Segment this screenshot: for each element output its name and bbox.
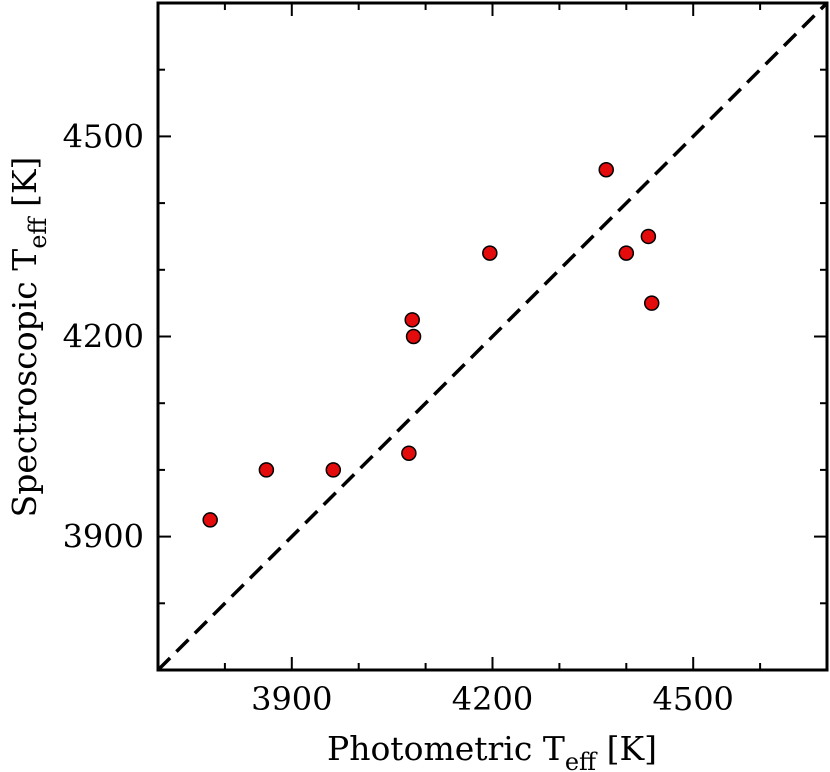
data-point (325, 462, 342, 478)
data-point (598, 162, 614, 178)
plot-frame (156, 1, 829, 672)
x-axis-label: Photometric Teff [K] (327, 729, 657, 772)
x-axis-label-sub: eff (565, 748, 598, 772)
y-axis-label-sub: eff (24, 216, 52, 249)
data-point (404, 312, 420, 328)
data-points (202, 162, 660, 528)
y-tick-label: 3900 (63, 518, 144, 556)
x-axis-label-unit: [K] (596, 729, 657, 768)
data-point (482, 245, 498, 261)
data-point (405, 328, 422, 345)
data-point (401, 445, 417, 461)
data-point (640, 228, 657, 245)
data-point (258, 462, 275, 478)
y-tick-label: 4200 (63, 318, 144, 356)
data-point (618, 245, 635, 261)
x-tick-label: 4200 (452, 680, 533, 718)
reference-line (156, 1, 829, 672)
data-point (202, 512, 218, 528)
data-point (643, 295, 660, 311)
x-axis-label-text: Photometric T (327, 729, 565, 768)
x-tick-label: 3900 (251, 680, 332, 718)
y-axis-label: Spectroscopic Teff [K] (5, 157, 52, 518)
y-axis-label-unit: [K] (5, 157, 44, 218)
y-axis-label-text: Spectroscopic T (5, 249, 44, 518)
tick-labels: 3900 4200 4500 3900 4200 4500 (63, 117, 734, 718)
y-tick-label: 4500 (63, 117, 144, 155)
x-tick-label: 4500 (652, 680, 733, 718)
